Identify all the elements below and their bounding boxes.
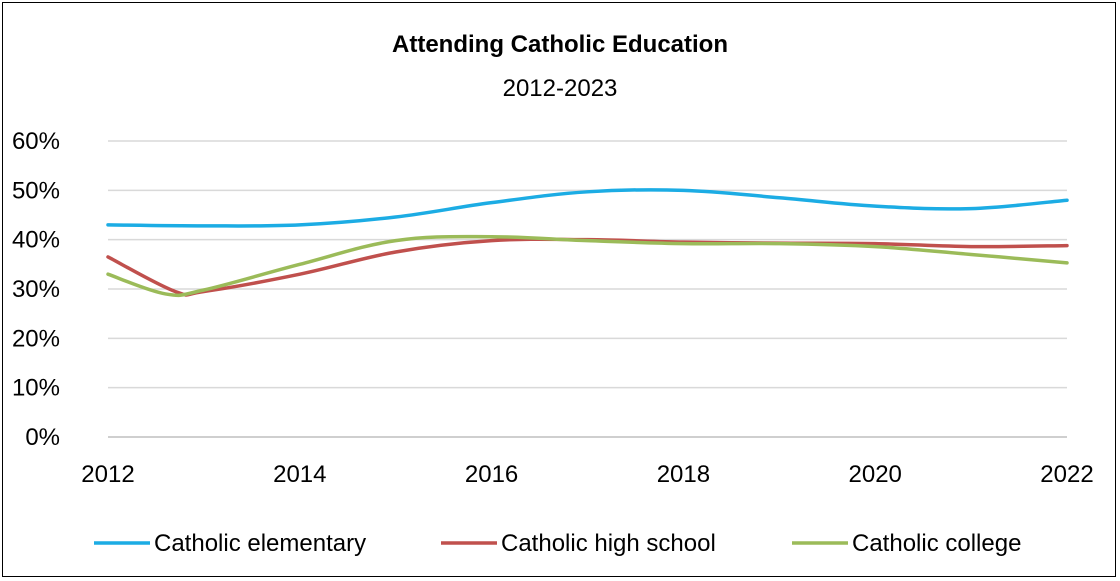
y-tick-label: 60% bbox=[12, 128, 60, 155]
series-line-2 bbox=[106, 237, 1069, 297]
x-tick-label: 2022 bbox=[1040, 461, 1093, 488]
series-lines bbox=[106, 188, 1069, 298]
y-axis-ticks: 0% 10% 20% 30% 40% 50% 60% bbox=[12, 128, 60, 451]
y-tick-label: 0% bbox=[25, 424, 60, 451]
series-line-1 bbox=[106, 188, 1069, 228]
gridlines bbox=[108, 140, 1067, 438]
chart-subtitle: 2012-2023 bbox=[503, 75, 618, 102]
chart-title: Attending Catholic Education bbox=[392, 31, 728, 58]
series-line-3 bbox=[106, 234, 1069, 298]
legend-label: Catholic elementary bbox=[154, 530, 366, 557]
y-tick-label: 30% bbox=[12, 276, 60, 303]
legend: Catholic elementary Catholic high school C… bbox=[94, 530, 1021, 557]
x-tick-label: 2016 bbox=[465, 461, 518, 488]
x-tick-label: 2014 bbox=[273, 461, 326, 488]
x-axis-ticks: 2012 2014 2016 2018 2020 2022 bbox=[81, 461, 1093, 488]
x-tick-label: 2012 bbox=[81, 461, 134, 488]
legend-label: Catholic high school bbox=[501, 530, 716, 557]
y-tick-label: 40% bbox=[12, 227, 60, 254]
y-tick-label: 50% bbox=[12, 177, 60, 204]
legend-label: Catholic college bbox=[852, 530, 1021, 557]
y-tick-label: 20% bbox=[12, 325, 60, 352]
y-tick-label: 10% bbox=[12, 375, 60, 402]
x-tick-label: 2018 bbox=[657, 461, 710, 488]
x-tick-label: 2020 bbox=[849, 461, 902, 488]
